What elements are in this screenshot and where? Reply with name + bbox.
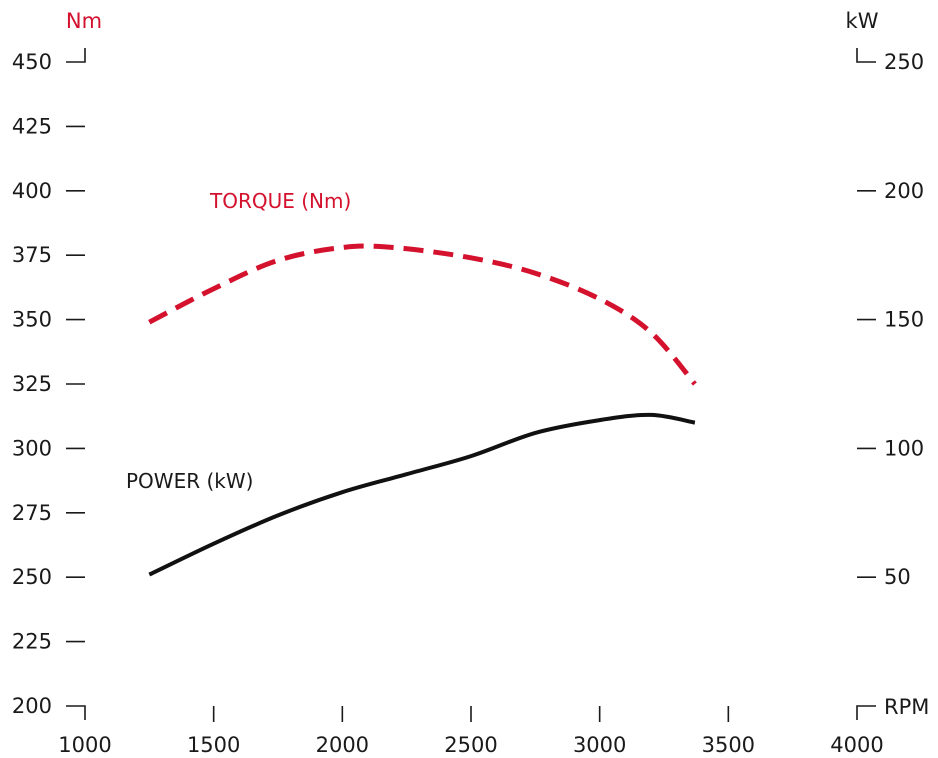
bottom-tick-label: 1500 <box>187 733 240 757</box>
right-tick-label: 250 <box>884 50 924 74</box>
x-axis-unit: RPM <box>884 695 929 719</box>
right-tick-label: 100 <box>884 436 924 460</box>
left-tick-label: 275 <box>12 501 52 525</box>
bottom-tick-label: 2500 <box>444 733 497 757</box>
right-axis-unit: kW <box>846 9 879 33</box>
power-series-line <box>148 412 696 577</box>
left-tick-label: 350 <box>12 308 52 332</box>
left-tick-label: 250 <box>12 565 52 589</box>
right-tick-label: 150 <box>884 308 924 332</box>
x-axis-corner-mark <box>856 705 876 720</box>
left-tick-label: 225 <box>12 630 52 654</box>
left-axis-unit: Nm <box>66 9 102 33</box>
left-tick-mark <box>66 48 86 63</box>
right-tick-label: 200 <box>884 179 924 203</box>
right-axis: 50 100 150 200 250 <box>856 48 924 720</box>
left-tick-label: 325 <box>12 372 52 396</box>
left-tick-label: 400 <box>12 179 52 203</box>
bottom-tick-label: 3500 <box>702 733 755 757</box>
right-tick-label: 50 <box>884 565 911 589</box>
bottom-tick-label: 2000 <box>316 733 369 757</box>
bottom-tick-label: 1000 <box>58 733 111 757</box>
bottom-tick-label: 3000 <box>573 733 626 757</box>
power-series-label: POWER (kW) <box>126 469 253 493</box>
left-tick-label: 200 <box>12 694 52 718</box>
right-tick-mark <box>856 48 876 63</box>
left-tick-label: 375 <box>12 243 52 267</box>
left-tick-label: 425 <box>12 114 52 138</box>
bottom-axis: 1000 1500 2000 2500 3000 3500 4000 <box>58 706 884 757</box>
left-tick-mark <box>66 705 86 720</box>
torque-series-label: TORQUE (Nm) <box>209 189 351 213</box>
bottom-tick-label: 4000 <box>830 733 883 757</box>
torque-series-line <box>148 243 697 386</box>
left-tick-label: 300 <box>12 436 52 460</box>
left-axis: 200 225 250 275 300 325 350 375 400 425 450 <box>12 48 86 720</box>
left-tick-label: 450 <box>12 50 52 74</box>
